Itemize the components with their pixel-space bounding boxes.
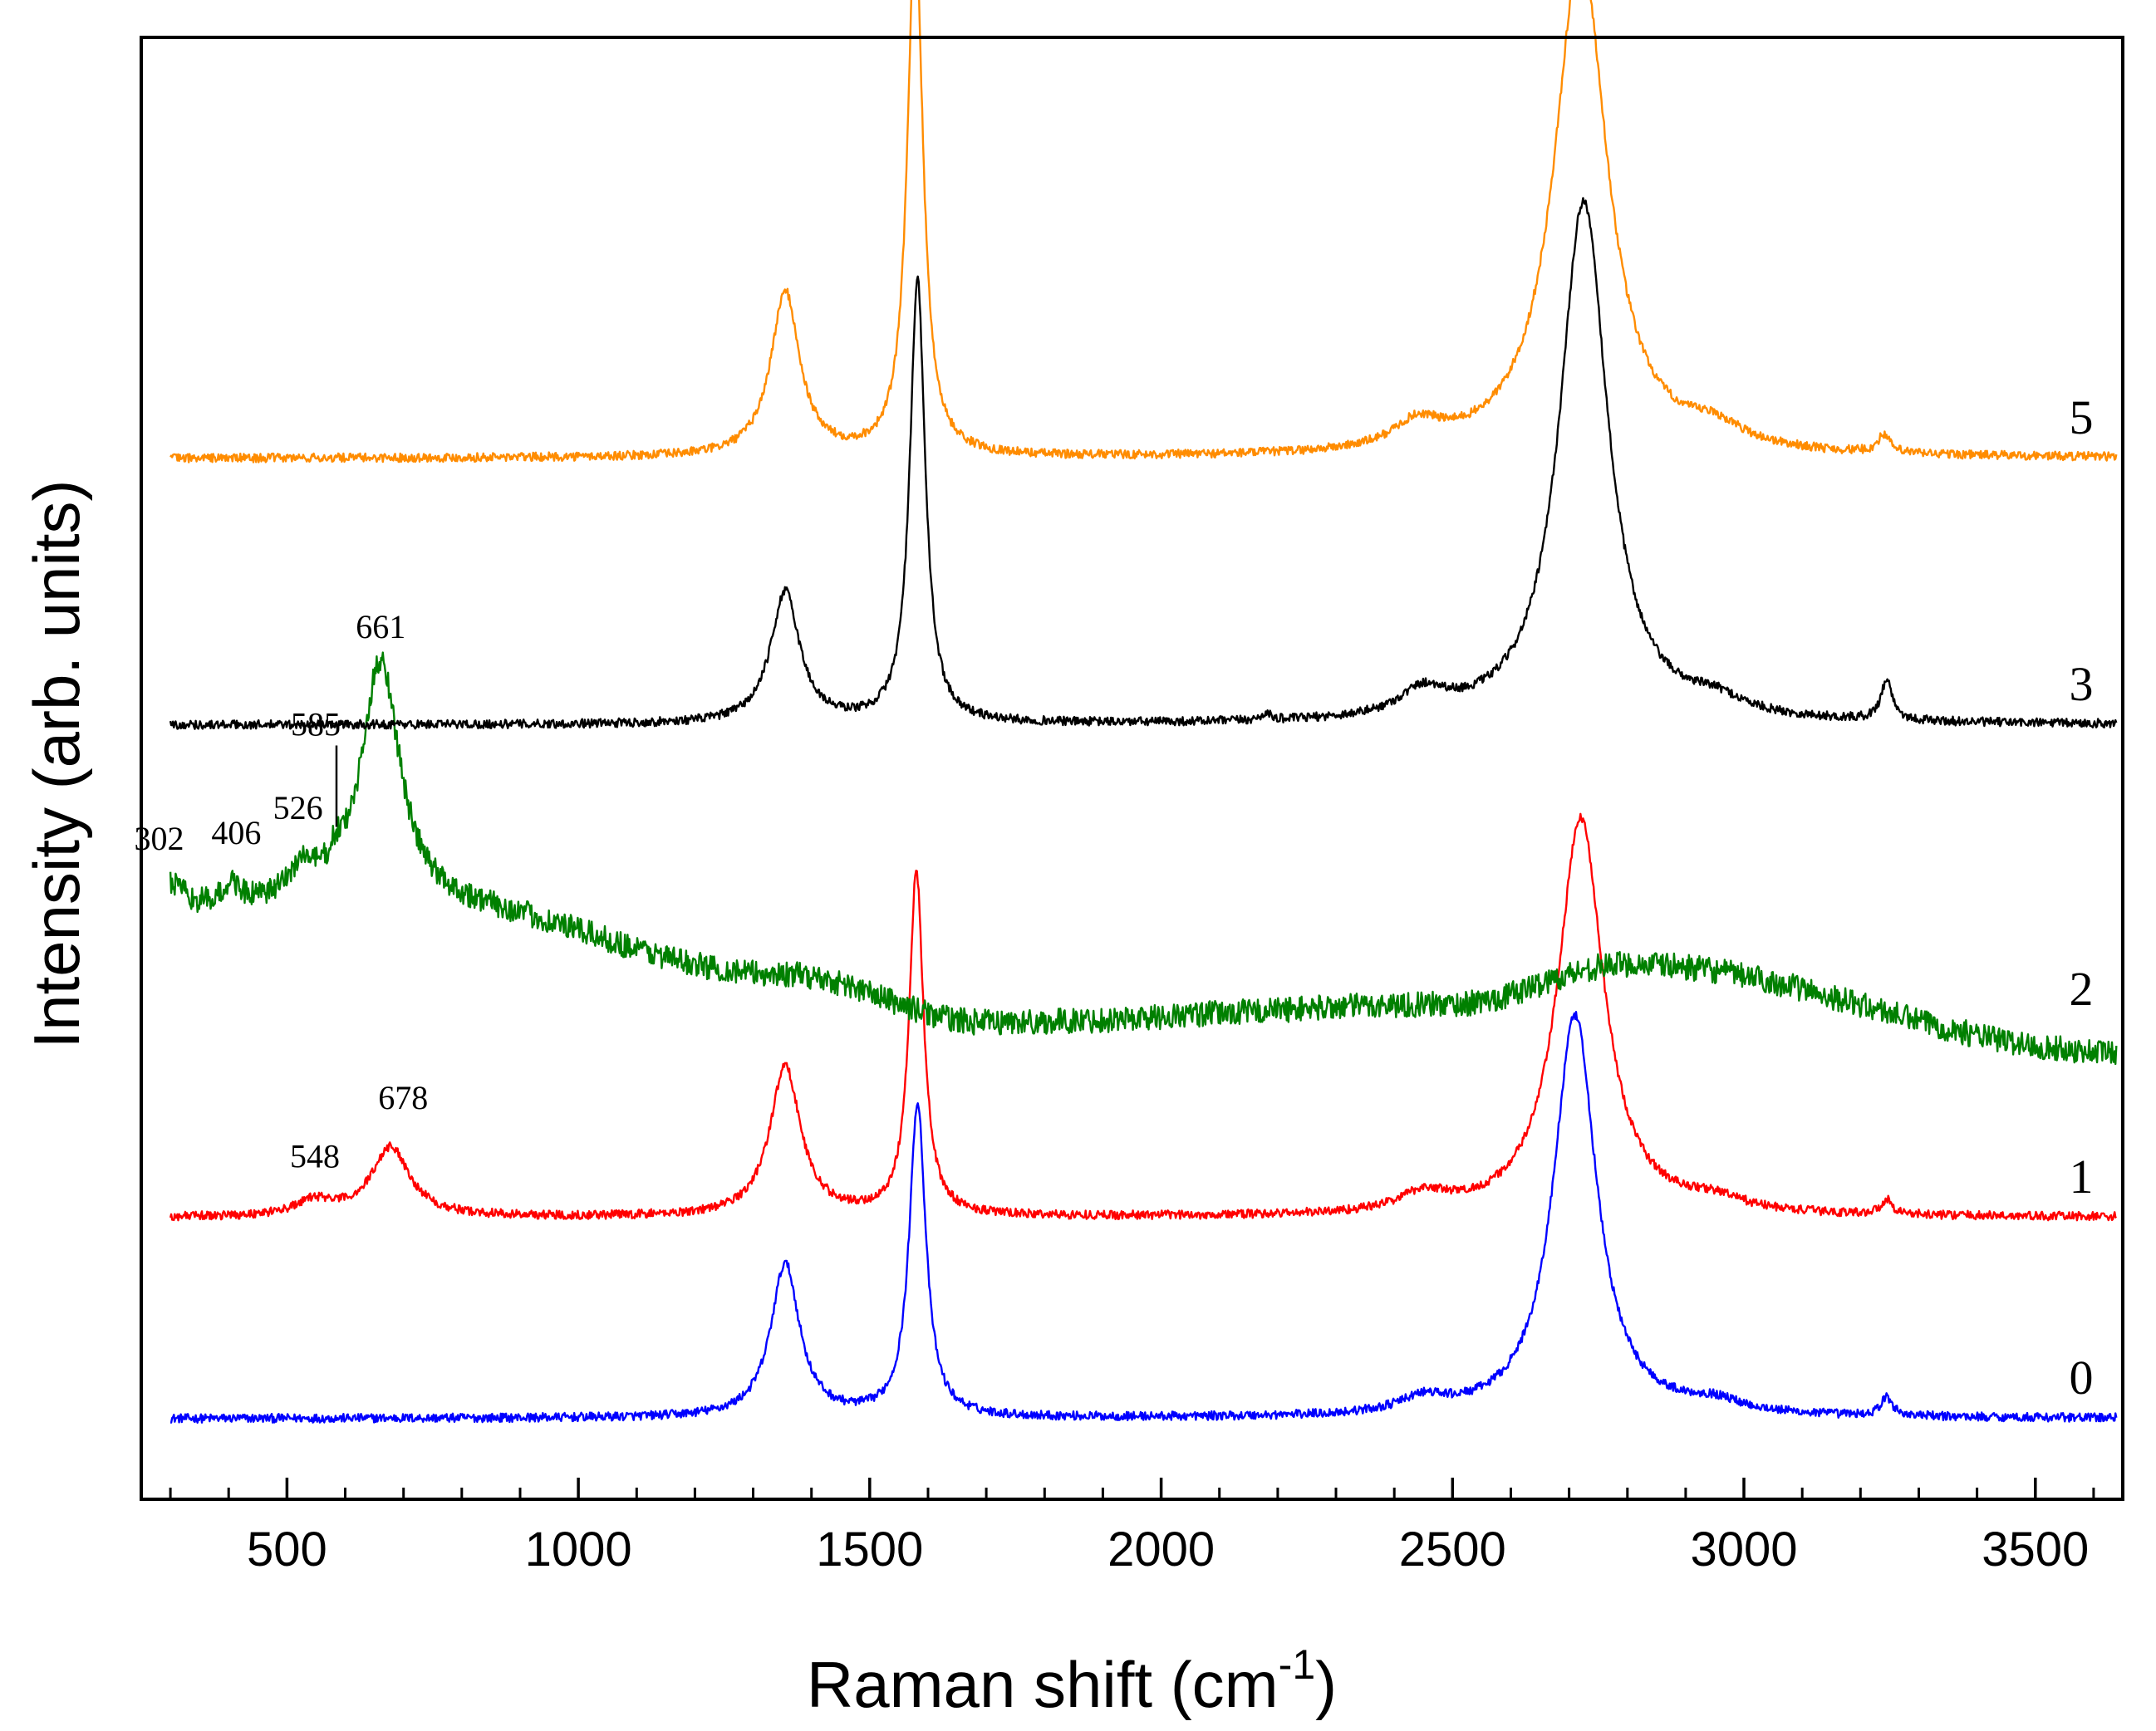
x-tick-label-1000: 1000: [525, 1523, 632, 1577]
peak-annotation-661: 661: [356, 608, 405, 645]
y-axis-label: Intensity (arb. units): [20, 480, 93, 1049]
peak-annotation-526: 526: [273, 789, 323, 826]
x-tick-label-3000: 3000: [1690, 1523, 1797, 1577]
series-label-5: 5: [2070, 390, 2094, 444]
series-line-5: [169, 0, 2118, 463]
series-layer: 0 1 2 3 5: [169, 0, 2118, 1424]
axis-layer: 500 1000 1500 2000 2500 3000 3500: [140, 36, 2124, 1577]
series-line-1: [169, 812, 2118, 1222]
series-label-1: 1: [2070, 1150, 2094, 1204]
plot-frame: [140, 36, 2124, 1501]
x-tick-label-2500: 2500: [1399, 1523, 1506, 1577]
peak-annotation-406: 406: [211, 814, 261, 851]
x-tick-label-3500: 3500: [1982, 1523, 2089, 1577]
series-line-0: [169, 1011, 2118, 1424]
x-axis-label-main: Raman shift (cm: [807, 1648, 1279, 1721]
x-axis-label-close: ): [1315, 1648, 1337, 1721]
x-axis-label-superscript: -1: [1279, 1641, 1315, 1688]
peak-annotation-585: 585: [291, 706, 341, 743]
peak-annotation-678: 678: [378, 1079, 428, 1116]
series-line-3: [169, 197, 2118, 730]
x-tick-label-500: 500: [247, 1523, 327, 1577]
series-label-0: 0: [2070, 1351, 2094, 1405]
series-line-2: [169, 651, 2118, 1066]
x-axis-label: Raman shift (cm-1): [807, 1641, 1337, 1721]
x-tick-label-2000: 2000: [1107, 1523, 1215, 1577]
series-label-2: 2: [2070, 962, 2094, 1016]
x-tick-label-1500: 1500: [816, 1523, 923, 1577]
peak-annotation-548: 548: [290, 1138, 340, 1175]
series-label-3: 3: [2070, 657, 2094, 711]
